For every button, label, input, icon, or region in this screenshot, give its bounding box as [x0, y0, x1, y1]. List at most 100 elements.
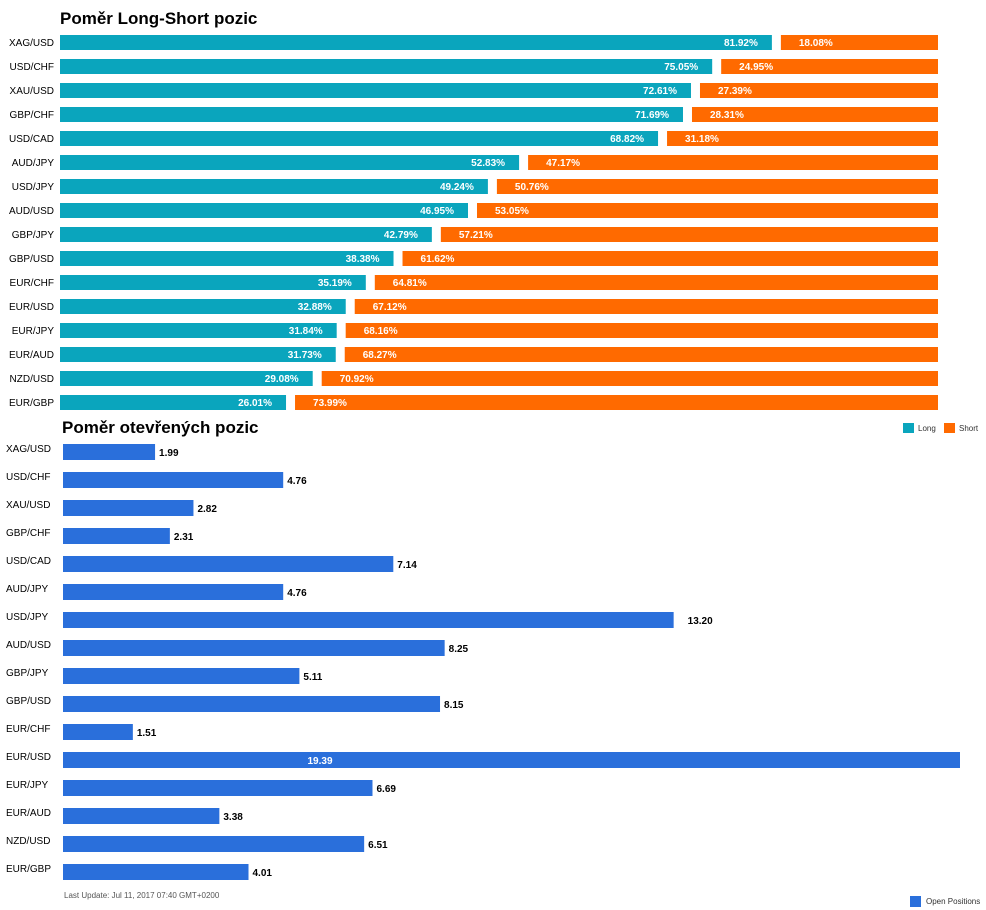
- open-positions-row: EUR/GBP 4.01: [6, 864, 272, 880]
- legend-short-swatch: [944, 423, 955, 433]
- short-bar: [721, 59, 938, 74]
- open-positions-bar: [63, 500, 194, 516]
- category-label: XAU/USD: [10, 86, 54, 97]
- short-value-label: 61.62%: [421, 254, 455, 265]
- category-label: XAG/USD: [9, 38, 54, 49]
- open-positions-row: EUR/USD 19.39: [6, 752, 960, 768]
- long-short-legend: Long Short: [903, 423, 979, 433]
- long-value-label: 32.88%: [298, 302, 332, 313]
- open-positions-row: USD/JPY 13.20: [6, 612, 713, 628]
- category-label: GBP/JPY: [6, 668, 49, 679]
- long-short-row: XAU/USD 72.61% 27.39%: [10, 83, 938, 98]
- short-value-label: 18.08%: [799, 38, 833, 49]
- open-positions-value-label: 8.25: [449, 644, 469, 655]
- long-short-row: EUR/JPY 31.84% 68.16%: [12, 323, 939, 338]
- open-positions-value-label: 6.69: [376, 784, 396, 795]
- long-value-label: 31.73%: [288, 350, 322, 361]
- short-value-label: 27.39%: [718, 86, 752, 97]
- legend-short-label: Short: [959, 424, 979, 433]
- category-label: USD/CAD: [9, 134, 54, 145]
- legend-long-label: Long: [918, 424, 936, 433]
- open-positions-row: EUR/AUD 3.38: [6, 808, 243, 824]
- last-update-text: Last Update: Jul 11, 2017 07:40 GMT+0200: [64, 891, 220, 900]
- category-label: NZD/USD: [10, 374, 54, 385]
- short-bar: [345, 323, 939, 338]
- long-bar: [60, 347, 336, 362]
- long-value-label: 35.19%: [318, 278, 352, 289]
- category-label: NZD/USD: [6, 836, 50, 847]
- open-positions-bar: [63, 864, 249, 880]
- open-positions-row: NZD/USD 6.51: [6, 836, 388, 852]
- open-positions-value-label: 2.31: [174, 532, 194, 543]
- open-positions-row: EUR/JPY 6.69: [6, 780, 396, 796]
- long-value-label: 46.95%: [420, 206, 454, 217]
- short-bar: [691, 107, 938, 122]
- open-positions-bar: [63, 752, 960, 768]
- open-positions-bar: [63, 724, 133, 740]
- open-positions-bar: [63, 780, 373, 796]
- short-bar: [667, 131, 938, 146]
- open-positions-bar: [63, 668, 300, 684]
- short-value-label: 68.27%: [363, 350, 397, 361]
- open-positions-value-label: 7.14: [397, 560, 417, 571]
- long-value-label: 81.92%: [724, 38, 758, 49]
- long-bar: [60, 107, 683, 122]
- long-bar: [60, 323, 337, 338]
- category-label: USD/JPY: [6, 612, 49, 623]
- open-positions-bar: [63, 836, 365, 852]
- long-short-row: NZD/USD 29.08% 70.92%: [10, 371, 938, 386]
- category-label: USD/JPY: [12, 182, 55, 193]
- category-label: XAG/USD: [6, 444, 51, 455]
- open-positions-row: GBP/CHF 2.31: [6, 528, 194, 544]
- short-bar: [476, 203, 938, 218]
- short-value-label: 24.95%: [739, 62, 773, 73]
- short-value-label: 57.21%: [459, 230, 493, 241]
- short-bar: [354, 299, 939, 314]
- category-label: EUR/CHF: [6, 724, 50, 735]
- long-bar: [60, 131, 659, 146]
- long-value-label: 31.84%: [289, 326, 323, 337]
- legend-open-positions-label: Open Positions: [926, 897, 980, 906]
- long-value-label: 71.69%: [635, 110, 669, 121]
- legend-open-positions-swatch: [910, 896, 921, 907]
- short-bar: [699, 83, 938, 98]
- open-positions-value-label: 1.51: [137, 728, 157, 739]
- open-positions-bar: [63, 472, 284, 488]
- category-label: AUD/JPY: [12, 158, 55, 169]
- open-positions-row: XAG/USD 1.99: [6, 444, 179, 460]
- open-positions-value-label: 8.15: [444, 700, 464, 711]
- open-positions-value-label: 19.39: [307, 756, 332, 767]
- long-short-row: USD/CAD 68.82% 31.18%: [9, 131, 938, 146]
- short-bar: [321, 371, 938, 386]
- open-positions-value-label: 6.51: [368, 840, 388, 851]
- long-bar: [60, 395, 287, 410]
- category-label: GBP/CHF: [10, 110, 54, 121]
- open-positions-value-label: 1.99: [159, 448, 179, 459]
- short-value-label: 50.76%: [515, 182, 549, 193]
- short-bar: [295, 395, 939, 410]
- category-label: AUD/USD: [6, 640, 51, 651]
- category-label: GBP/JPY: [12, 230, 55, 241]
- category-label: AUD/JPY: [6, 584, 49, 595]
- category-label: GBP/USD: [6, 696, 51, 707]
- open-positions-row: USD/CHF 4.76: [6, 472, 307, 488]
- long-bar: [60, 59, 713, 74]
- open-positions-bar: [63, 528, 170, 544]
- category-label: EUR/AUD: [9, 350, 54, 361]
- short-value-label: 70.92%: [340, 374, 374, 385]
- long-bar: [60, 203, 468, 218]
- category-label: GBP/USD: [9, 254, 54, 265]
- open-positions-value-label: 13.20: [688, 616, 713, 627]
- long-value-label: 49.24%: [440, 182, 474, 193]
- category-label: USD/CAD: [6, 556, 51, 567]
- long-bar: [60, 299, 346, 314]
- open-positions-bar: [63, 444, 156, 460]
- short-value-label: 67.12%: [373, 302, 407, 313]
- long-bar: [60, 371, 313, 386]
- long-bar: [60, 83, 691, 98]
- category-label: EUR/JPY: [12, 326, 55, 337]
- category-label: EUR/AUD: [6, 808, 51, 819]
- open-positions-value-label: 2.82: [197, 504, 217, 515]
- long-short-row: GBP/CHF 71.69% 28.31%: [10, 107, 938, 122]
- open-positions-bar: [63, 612, 674, 628]
